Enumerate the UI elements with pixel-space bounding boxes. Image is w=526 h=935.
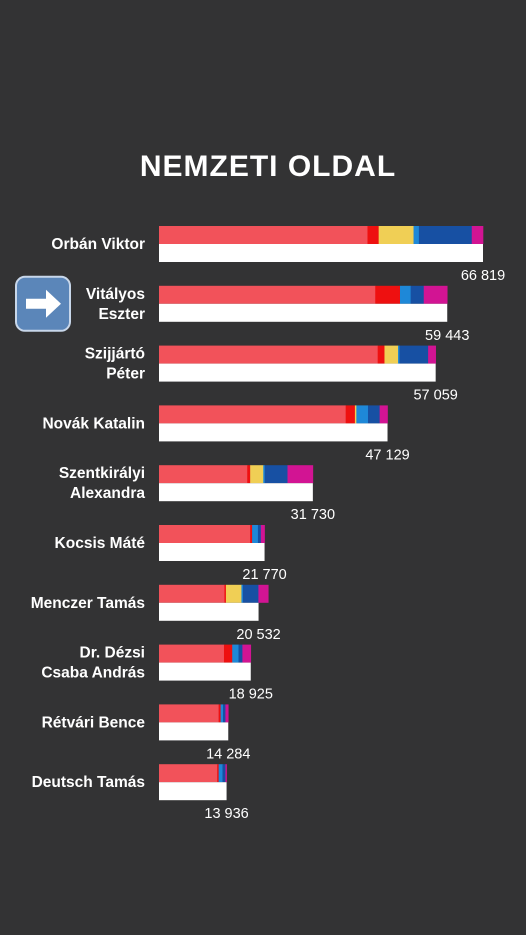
value-label: 20 532 <box>236 627 280 643</box>
bar-segment <box>159 704 219 723</box>
bar-segment <box>159 644 225 663</box>
bar-segment <box>367 405 380 424</box>
bar-segment <box>375 285 401 304</box>
bar-segment <box>159 584 225 603</box>
bar-segment <box>242 584 259 603</box>
total-bar <box>159 602 259 621</box>
total-bar <box>159 244 483 262</box>
value-label: 66 819 <box>461 268 505 284</box>
bar-segment <box>377 345 385 364</box>
bar-segment <box>242 644 252 663</box>
bar-segment <box>252 525 259 543</box>
value-label: 59 443 <box>425 328 469 344</box>
category-label: Vitályos <box>86 286 145 303</box>
total-bar <box>159 303 448 322</box>
bar-segment <box>238 644 243 663</box>
right-arrow-icon <box>15 275 71 332</box>
bar-segment <box>250 525 253 543</box>
total-bar <box>159 363 436 382</box>
category-label: Orbán Viktor <box>51 236 145 253</box>
value-label: 14 284 <box>206 746 250 762</box>
category-label: Szentkirályi <box>59 465 145 482</box>
category-label: Dr. Dézsi <box>80 645 145 662</box>
category-label: Rétvári Bence <box>42 714 146 731</box>
bar-segment <box>399 285 411 304</box>
category-label: Szijjártó <box>85 346 145 363</box>
bar-segment <box>354 405 357 424</box>
bar-segment <box>428 345 436 364</box>
value-label: 21 770 <box>242 567 286 583</box>
bar-segment <box>159 345 378 364</box>
chart-title: NEMZETI OLDAL <box>139 150 397 183</box>
bar-segment <box>225 704 229 723</box>
bar-segment <box>250 465 264 484</box>
bar-segment <box>223 644 233 663</box>
total-bar <box>159 722 229 741</box>
bar-segment <box>247 465 251 484</box>
value-label: 31 730 <box>291 507 335 523</box>
total-bar <box>159 543 265 561</box>
bar-segment <box>418 226 473 244</box>
bar-segment <box>398 345 400 364</box>
bar-segment <box>217 764 219 783</box>
bar-segment <box>218 704 221 723</box>
category-label: Csaba András <box>41 665 145 682</box>
bar-segment <box>218 764 223 783</box>
bar-segment <box>410 285 425 304</box>
value-label: 57 059 <box>413 388 457 404</box>
bar-segment <box>263 465 266 484</box>
bar-segment <box>367 226 379 244</box>
total-bar <box>159 483 313 502</box>
bar-segment <box>260 525 265 543</box>
bar-segment <box>345 405 356 424</box>
bar-segment <box>241 584 244 603</box>
category-label: Novák Katalin <box>42 415 145 432</box>
category-label: Kocsis Máté <box>55 535 146 552</box>
bar-segment <box>159 405 346 424</box>
bar-segment <box>258 584 269 603</box>
category-label: Menczer Tamás <box>31 595 145 612</box>
category-label: Deutsch Tamás <box>32 774 145 791</box>
bar-segment <box>423 285 448 304</box>
value-label: 13 936 <box>204 806 248 822</box>
bar-segment <box>224 584 227 603</box>
bar-segment <box>257 525 262 543</box>
bar-segment <box>159 525 251 543</box>
bar-segment <box>222 764 226 783</box>
bar-segment <box>159 764 218 783</box>
bar-segment <box>399 345 429 364</box>
total-bar <box>159 782 227 801</box>
category-label: Eszter <box>98 306 145 323</box>
bar-segment <box>225 584 242 603</box>
bar-segment <box>287 465 314 484</box>
bar-segment <box>220 704 224 723</box>
bar-segment <box>223 704 226 723</box>
bar-segment <box>471 226 484 244</box>
bar-segment <box>264 465 288 484</box>
bar-segment <box>159 285 376 304</box>
bar-segment <box>379 405 388 424</box>
bar-segment <box>159 226 368 244</box>
bar-segment <box>384 345 399 364</box>
total-bar <box>159 662 251 681</box>
category-label: Alexandra <box>70 485 145 502</box>
bar-segment <box>356 405 369 424</box>
value-label: 18 925 <box>229 687 273 703</box>
category-label: Péter <box>106 366 145 383</box>
bar-segment <box>159 465 248 484</box>
bar-segment <box>378 226 414 244</box>
bar-segment <box>413 226 420 244</box>
total-bar <box>159 423 388 442</box>
value-label: 47 129 <box>365 447 409 463</box>
bar-segment <box>232 644 239 663</box>
bar-segment <box>225 764 227 783</box>
